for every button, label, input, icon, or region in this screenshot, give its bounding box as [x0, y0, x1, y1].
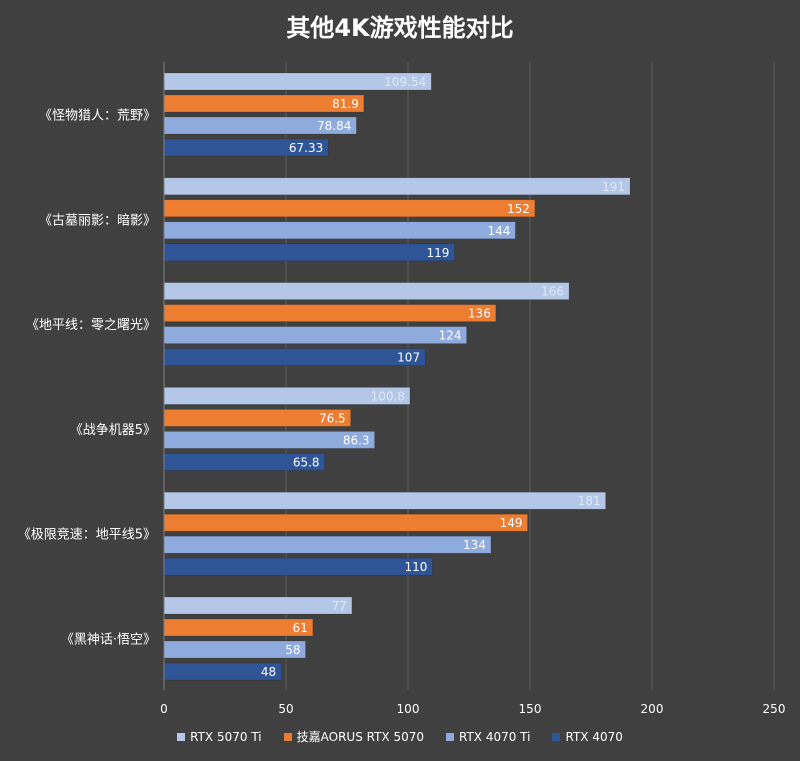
- data-label: 58: [285, 643, 300, 657]
- data-label: 81.9: [332, 97, 359, 111]
- data-label: 109.54: [384, 75, 426, 89]
- legend-label-rtx-5070-ti: RTX 5070 Ti: [190, 729, 262, 744]
- data-label: 181: [578, 494, 601, 508]
- legend-swatch-rtx-4070: [552, 732, 561, 741]
- data-label: 144: [487, 224, 510, 238]
- legend-label-aorus-rtx-5070: 技嘉AORUS RTX 5070: [296, 730, 424, 744]
- legend-swatch-rtx-4070-ti: [446, 732, 454, 741]
- category-label: 《怪物猎人：荒野》: [39, 109, 156, 124]
- x-tick-label: 250: [763, 702, 786, 716]
- data-label: 77: [332, 599, 347, 613]
- category-label: 《极限竞速：地平线5》: [18, 527, 156, 543]
- bar: [163, 618, 314, 637]
- data-label: 65.8: [293, 455, 320, 469]
- bar: [163, 491, 606, 510]
- chart-title: 其他4K游戏性能对比: [286, 14, 514, 42]
- category-label: 《古墓丽影：暗影》: [39, 213, 156, 228]
- legend-item-aorus-rtx-5070: 技嘉AORUS RTX 5070: [283, 728, 424, 745]
- x-tick-label: 100: [397, 702, 420, 716]
- bar: [163, 304, 497, 322]
- legend-item-rtx-5070-ti: RTX 5070 Ti: [177, 728, 262, 745]
- category-label: 《黑神话·悟空》: [61, 633, 156, 648]
- data-label: 149: [500, 516, 523, 530]
- data-label: 107: [397, 351, 420, 365]
- bar: [163, 199, 536, 218]
- data-label: 134: [463, 538, 486, 552]
- data-label: 191: [602, 180, 625, 194]
- bar: [163, 177, 631, 196]
- data-label: 76.5: [319, 411, 346, 425]
- bar: [163, 282, 570, 300]
- data-label: 119: [426, 246, 449, 260]
- data-label: 136: [468, 307, 491, 321]
- bar: [163, 221, 516, 240]
- x-tick-label: 200: [641, 702, 664, 716]
- category-label: 《战争机器5》: [70, 423, 156, 438]
- bar: [163, 535, 492, 554]
- legend-label-rtx-4070-ti: RTX 4070 Ti: [459, 729, 531, 744]
- category-label: 《地平线：零之曙光》: [26, 318, 156, 333]
- data-label: 166: [541, 285, 564, 299]
- data-label: 67.33: [289, 141, 323, 155]
- data-label: 78.84: [317, 119, 351, 133]
- legend-label-rtx-4070: RTX 4070: [565, 729, 623, 744]
- bar: [163, 348, 426, 366]
- data-label: 100.8: [371, 389, 405, 403]
- legend-swatch-rtx-5070-ti: [177, 732, 186, 741]
- bar: [163, 326, 467, 344]
- legend: RTX 5070 Ti 技嘉AORUS RTX 5070 RTX 4070 Ti…: [0, 728, 800, 745]
- legend-item-rtx-4070: RTX 4070: [552, 728, 623, 745]
- bar: [163, 557, 433, 576]
- data-label: 152: [507, 202, 530, 216]
- x-tick-label: 0: [160, 702, 168, 716]
- data-label: 86.3: [343, 433, 370, 447]
- legend-item-rtx-4070-ti: RTX 4070 Ti: [446, 728, 530, 745]
- data-label: 124: [439, 329, 462, 343]
- bar: [163, 243, 455, 262]
- data-label: 61: [293, 621, 308, 635]
- data-label: 110: [404, 560, 427, 574]
- x-tick-label: 50: [278, 702, 293, 716]
- x-tick-label: 150: [519, 702, 542, 716]
- bar: [163, 596, 353, 615]
- data-label: 48: [261, 665, 276, 679]
- bar: [163, 513, 528, 532]
- legend-swatch-aorus-rtx-5070: [283, 732, 292, 741]
